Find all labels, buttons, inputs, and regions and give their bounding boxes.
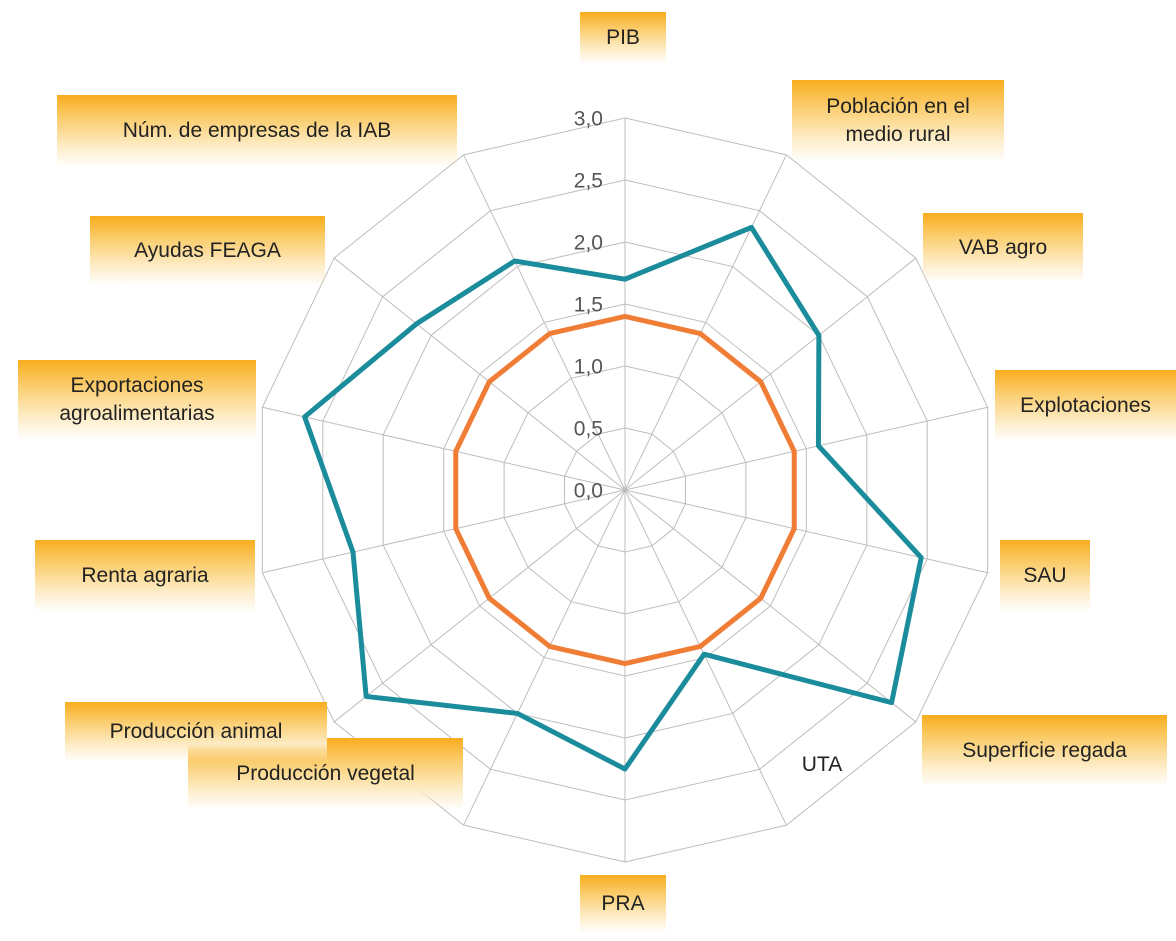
category-label: Producción animal bbox=[65, 702, 327, 762]
spoke bbox=[624, 257, 917, 491]
spoke bbox=[624, 154, 787, 491]
category-label: Núm. de empresas de la IAB bbox=[57, 95, 457, 167]
y-tick-label: 2,5 bbox=[574, 170, 603, 193]
y-tick-label: 0,5 bbox=[574, 418, 603, 441]
spoke bbox=[262, 489, 626, 574]
spoke bbox=[463, 489, 626, 826]
category-label: Superficie regada bbox=[922, 715, 1167, 787]
radar-line bbox=[302, 224, 924, 772]
y-tick-label: 1,5 bbox=[574, 294, 603, 317]
y-tick-label: 2,0 bbox=[574, 232, 603, 255]
spoke bbox=[463, 154, 626, 491]
y-tick-label: 0,0 bbox=[574, 480, 603, 503]
spoke bbox=[624, 489, 787, 826]
category-label: VAB agro bbox=[923, 213, 1083, 283]
category-label: Exportaciones agroalimentarias bbox=[18, 360, 256, 440]
category-label: Ayudas FEAGA bbox=[90, 216, 325, 286]
category-label: Explotaciones bbox=[995, 370, 1176, 442]
category-label: SAU bbox=[1000, 540, 1090, 612]
spoke bbox=[624, 489, 988, 574]
spoke bbox=[624, 406, 988, 491]
y-tick-label: 1,0 bbox=[574, 356, 603, 379]
category-label: Población en el medio rural bbox=[792, 80, 1004, 162]
y-tick-label: 3,0 bbox=[574, 108, 603, 131]
spoke bbox=[624, 489, 917, 723]
category-label: UTA bbox=[801, 752, 843, 776]
radar-line bbox=[453, 313, 797, 667]
category-label: Renta agraria bbox=[35, 540, 255, 612]
spoke bbox=[333, 489, 626, 723]
spoke bbox=[262, 406, 626, 491]
category-label: PIB bbox=[580, 12, 666, 64]
category-label: PRA bbox=[580, 875, 666, 933]
spoke bbox=[333, 257, 626, 491]
